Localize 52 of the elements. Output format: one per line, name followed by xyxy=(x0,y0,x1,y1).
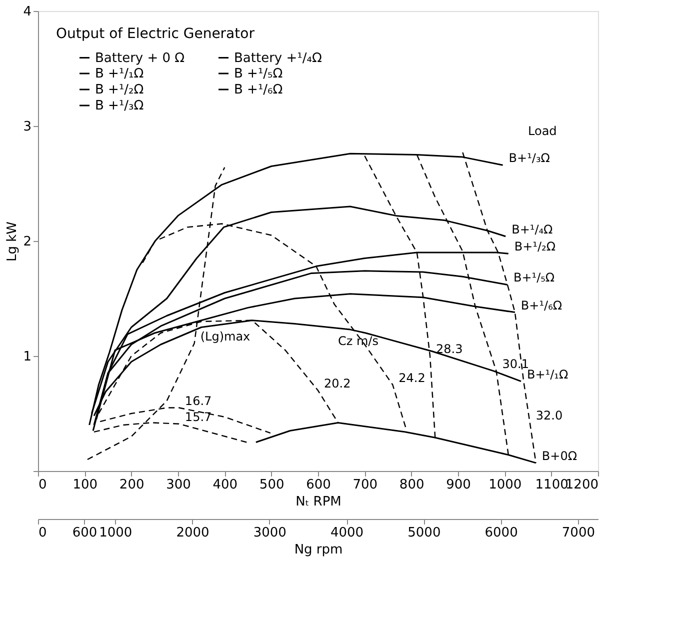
x2-tick-label: 4000 xyxy=(330,526,364,540)
x-tick-label: 0 xyxy=(38,478,47,492)
legend-label: B +¹/₃Ω xyxy=(95,98,144,114)
x2-tick-label: 7000 xyxy=(562,526,595,540)
annotation: Load xyxy=(528,124,557,138)
annotation: 32.0 xyxy=(536,408,563,423)
annotation: 30.1 xyxy=(502,356,529,371)
annotation: Cz m/s xyxy=(338,334,378,348)
annotation: B+¹/₆Ω xyxy=(520,298,562,312)
x2-axis-title: Ng rpm xyxy=(294,542,343,558)
y-tick-label: 1 xyxy=(23,350,32,364)
x2-tick-label: 3000 xyxy=(253,526,286,540)
annotation: B+0Ω xyxy=(542,448,578,463)
annotation: B+¹/₅Ω xyxy=(513,270,555,285)
x-axis-title: Nₜ RPM xyxy=(296,494,342,510)
legend-label: Battery +¹/₄Ω xyxy=(234,50,322,66)
x2-tick-label: 1000 xyxy=(99,526,132,540)
legend-label: B +¹/₅Ω xyxy=(234,66,283,82)
legend-label: Battery + 0 Ω xyxy=(95,50,185,66)
y-tick-label: 3 xyxy=(23,120,32,134)
annotation: 20.2 xyxy=(324,376,351,390)
x-tick-label: 1000 xyxy=(488,478,522,492)
x-tick-label: 600 xyxy=(306,478,331,492)
legend-label: B +¹/₁Ω xyxy=(95,66,144,82)
legend-label: B +¹/₂Ω xyxy=(95,82,144,98)
annotation: 28.3 xyxy=(436,342,463,356)
text: Output of Electric Generator xyxy=(56,26,255,42)
x-tick-label: 100 xyxy=(72,478,98,492)
annotation: (Lg)max xyxy=(200,329,250,344)
x2-tick-label: 2000 xyxy=(176,526,210,540)
annotation: 15.7 xyxy=(184,410,212,424)
x-tick-label: 700 xyxy=(352,478,378,492)
x-tick-label: 200 xyxy=(119,478,144,492)
annotation: B+¹/₃Ω xyxy=(508,151,550,166)
annotation: 24.2 xyxy=(398,370,426,385)
x-tick-label: 800 xyxy=(399,478,424,492)
annotation: B+¹/₁Ω xyxy=(527,367,568,382)
y-axis-title: Lg kW xyxy=(5,221,20,262)
x2-tick-label: 5000 xyxy=(408,526,441,540)
legend-label: B +¹/₆Ω xyxy=(234,82,283,98)
y-tick-label: 4 xyxy=(23,4,32,20)
x-tick-label: 900 xyxy=(446,478,471,492)
x-tick-label: 300 xyxy=(166,478,191,492)
x-tick-label: 400 xyxy=(212,478,238,492)
annotation: B+¹/₂Ω xyxy=(514,240,556,254)
x2-tick-label: 6000 xyxy=(484,526,518,540)
annotation: B+¹/₄Ω xyxy=(512,222,553,236)
x2-tick-label: 600 xyxy=(72,526,98,540)
annotation: 16.7 xyxy=(184,394,212,408)
x-tick-label: 500 xyxy=(259,478,284,492)
x2-tick-label: 0 xyxy=(38,526,47,540)
y-tick-label: 2 xyxy=(23,234,32,250)
